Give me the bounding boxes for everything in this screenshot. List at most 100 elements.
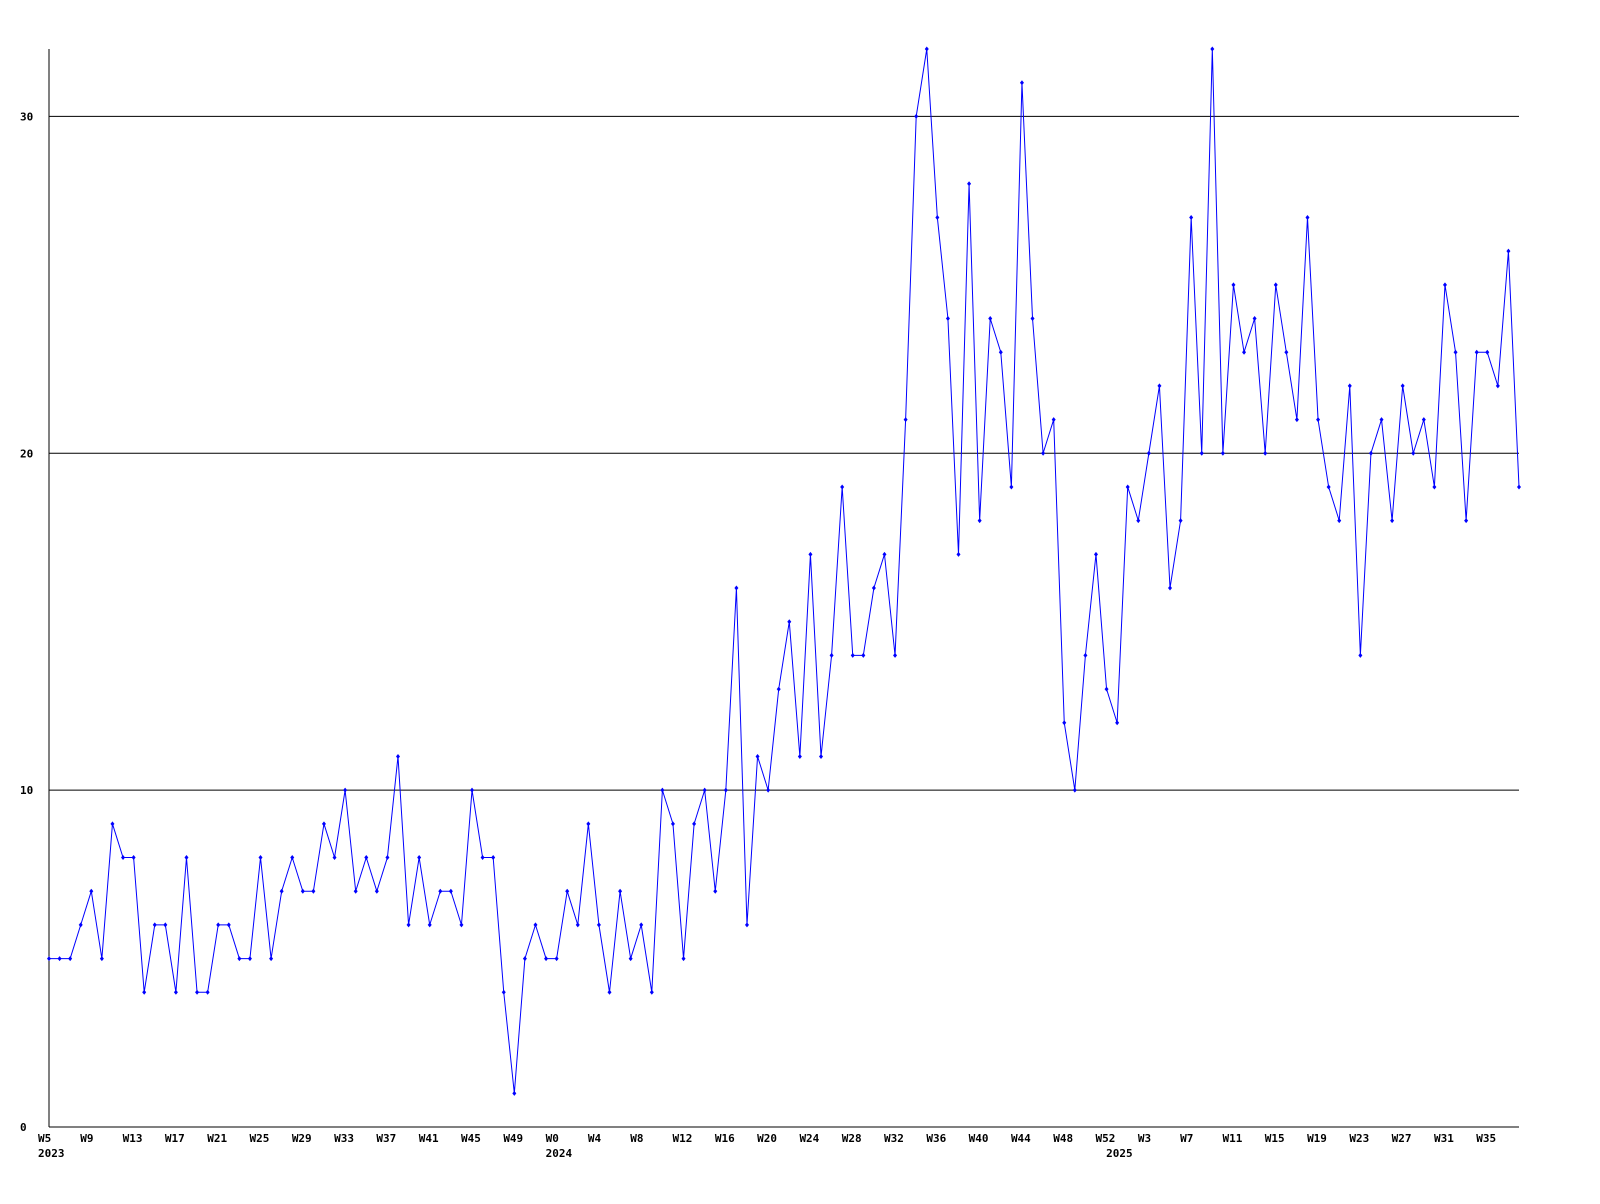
marker: [173, 989, 178, 995]
x-tick-label: W19: [1307, 1132, 1327, 1145]
x-tick-label: W29: [292, 1132, 312, 1145]
marker: [681, 956, 686, 962]
marker: [1252, 316, 1257, 321]
x-tick-label: W40: [969, 1132, 989, 1145]
x-tick-label: W24: [799, 1132, 819, 1145]
marker: [343, 787, 348, 793]
marker: [819, 753, 824, 759]
marker: [554, 956, 559, 962]
x-tick-label: W5: [38, 1132, 51, 1145]
x-tick-label: W21: [207, 1132, 227, 1145]
marker: [1390, 518, 1395, 524]
x-tick-label: W41: [419, 1132, 439, 1145]
x-tick-label: W44: [1011, 1132, 1031, 1145]
marker: [988, 316, 993, 321]
marker: [1019, 80, 1024, 86]
marker: [1495, 383, 1500, 389]
marker: [1199, 450, 1204, 456]
marker: [861, 652, 866, 658]
y-tick-label: 30: [20, 110, 33, 123]
x-tick-label: W25: [250, 1132, 270, 1145]
x-tick-label: W52: [1096, 1132, 1116, 1145]
x-tick-label: W45: [461, 1132, 481, 1145]
marker: [195, 989, 200, 995]
marker: [99, 956, 104, 962]
marker: [1379, 417, 1384, 423]
marker: [649, 989, 654, 995]
marker: [1284, 349, 1289, 355]
marker: [596, 922, 601, 928]
year-label: 2023: [38, 1147, 65, 1160]
marker: [332, 855, 337, 860]
marker: [1157, 383, 1162, 389]
marker: [321, 821, 326, 827]
marker: [1115, 720, 1120, 726]
marker: [385, 855, 390, 860]
marker: [808, 551, 813, 557]
marker: [871, 585, 876, 591]
marker: [1072, 787, 1077, 793]
marker: [216, 922, 221, 928]
marker: [1517, 484, 1521, 490]
y-tick-label: 0: [20, 1121, 27, 1134]
marker: [522, 956, 527, 962]
marker: [1178, 518, 1183, 524]
marker: [427, 922, 432, 928]
marker: [1432, 484, 1437, 490]
line: [49, 48, 1520, 1094]
marker: [713, 888, 718, 894]
marker: [755, 753, 760, 759]
marker: [1242, 349, 1247, 355]
marker: [1316, 417, 1321, 423]
marker: [311, 888, 316, 894]
x-tick-label: W20: [757, 1132, 777, 1145]
marker: [1464, 518, 1469, 524]
marker: [723, 787, 728, 793]
marker: [692, 821, 697, 827]
marker: [850, 652, 855, 658]
marker: [1347, 383, 1352, 389]
marker: [205, 989, 210, 995]
marker: [1093, 551, 1098, 557]
marker: [163, 922, 168, 928]
marker: [1263, 450, 1268, 456]
marker: [512, 1090, 517, 1096]
marker: [353, 888, 358, 894]
marker: [1485, 349, 1490, 355]
marker: [279, 888, 284, 894]
marker: [1294, 417, 1299, 423]
marker: [935, 214, 940, 220]
marker: [269, 956, 274, 962]
marker: [914, 113, 919, 119]
marker: [1411, 450, 1416, 456]
marker: [448, 888, 453, 894]
marker: [1337, 518, 1342, 524]
marker: [1231, 282, 1236, 288]
marker: [1104, 686, 1109, 692]
x-tick-label: W27: [1392, 1132, 1412, 1145]
marker: [639, 922, 644, 928]
x-tick-label: W3: [1138, 1132, 1151, 1145]
marker: [670, 821, 675, 827]
marker: [734, 585, 739, 591]
marker: [702, 787, 707, 793]
marker: [1009, 484, 1014, 490]
marker: [1220, 450, 1225, 456]
marker: [438, 888, 443, 894]
marker: [152, 922, 157, 928]
x-tick-label: W13: [123, 1132, 143, 1145]
x-tick-label: W35: [1476, 1132, 1496, 1145]
x-tick-label: W9: [80, 1132, 93, 1145]
marker: [977, 518, 982, 524]
x-tick-label: W49: [503, 1132, 523, 1145]
marker: [491, 855, 496, 860]
marker: [1358, 652, 1363, 658]
marker: [797, 753, 802, 759]
marker: [110, 821, 115, 827]
marker: [903, 417, 908, 423]
marker: [374, 888, 379, 894]
x-tick-label: W4: [588, 1132, 602, 1145]
marker: [967, 181, 972, 187]
marker: [766, 787, 771, 793]
